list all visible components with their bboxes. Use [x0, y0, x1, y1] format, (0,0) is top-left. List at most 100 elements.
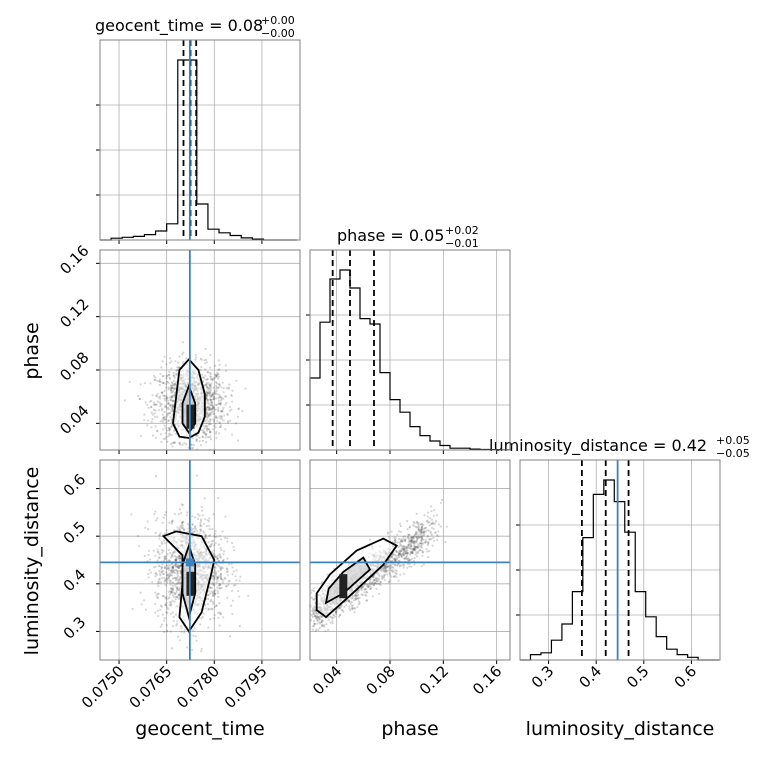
sample-point [209, 418, 212, 421]
sample-point [399, 549, 403, 553]
sample-point [412, 559, 415, 563]
sample-point [219, 403, 222, 406]
sample-point [176, 565, 179, 568]
sample-point [171, 408, 174, 411]
sample-point [177, 566, 180, 570]
sample-point [165, 429, 168, 432]
title-phase-minus: −0.01 [445, 237, 479, 250]
sample-point [219, 426, 222, 429]
sample-point [383, 573, 387, 577]
sample-point [213, 577, 216, 580]
sample-point [351, 607, 354, 610]
sample-point [205, 524, 209, 528]
sample-point [311, 607, 314, 610]
sample-point [200, 365, 203, 368]
sample-point [402, 572, 406, 575]
sample-point [316, 618, 319, 622]
sample-point [163, 395, 166, 398]
sample-point [181, 443, 184, 446]
sample-point [171, 594, 174, 597]
sample-point [314, 629, 317, 633]
sample-point [217, 543, 220, 546]
sample-point [218, 383, 221, 386]
sample-point [169, 579, 172, 582]
sample-point [349, 602, 352, 605]
sample-point [166, 407, 169, 410]
sample-point [170, 603, 173, 606]
sample-point [166, 413, 169, 416]
sample-point [222, 579, 225, 582]
sample-point [209, 399, 213, 402]
sample-point [176, 366, 179, 369]
sample-point [175, 369, 178, 372]
sample-point [216, 420, 219, 423]
sample-point [218, 565, 221, 568]
sample-point [395, 549, 398, 553]
sample-point [198, 440, 201, 443]
sample-point [215, 389, 218, 393]
sample-point [173, 387, 177, 390]
sample-point [355, 594, 358, 597]
sample-point [400, 549, 403, 552]
sample-point [432, 527, 435, 531]
sample-point [403, 546, 406, 549]
sample-point [226, 421, 229, 424]
sample-point [313, 622, 316, 625]
sample-point [222, 406, 225, 409]
sample-point [214, 555, 217, 558]
sample-point [224, 395, 227, 398]
sample-point [191, 523, 194, 526]
xlabel-luminosity-distance: luminosity_distance [526, 718, 715, 740]
sample-point [175, 578, 178, 581]
sample-point [204, 535, 207, 539]
sample-point [431, 522, 434, 525]
sample-point [324, 630, 327, 633]
sample-point [399, 552, 402, 555]
sample-point [157, 551, 160, 554]
sample-point [150, 420, 153, 423]
sample-point [205, 391, 208, 394]
sample-point [214, 384, 218, 387]
sample-point [170, 389, 173, 392]
sample-point [167, 548, 170, 552]
sample-point [161, 407, 164, 410]
sample-point [218, 396, 221, 399]
ylabel-phase: phase [21, 322, 43, 379]
sample-point [209, 375, 212, 378]
sample-point [409, 540, 412, 543]
sample-point [207, 589, 210, 593]
sample-point [402, 547, 405, 550]
sample-point [345, 600, 348, 603]
sample-point [195, 438, 198, 441]
sample-point [395, 555, 398, 558]
sample-point [394, 559, 398, 563]
sample-point [178, 557, 181, 560]
sample-point [205, 396, 208, 399]
sample-point [207, 391, 210, 394]
sample-point [212, 582, 215, 585]
sample-point [369, 578, 372, 581]
sample-point [200, 525, 203, 528]
sample-point [381, 576, 384, 579]
sample-point [219, 401, 222, 404]
sample-point [157, 550, 160, 553]
sample-point [320, 619, 324, 623]
sample-point [381, 570, 384, 573]
sample-point [212, 398, 216, 401]
sample-point [399, 552, 402, 555]
sample-point [413, 546, 416, 549]
sample-point [423, 531, 426, 534]
sample-point [167, 590, 170, 593]
sample-point [313, 622, 317, 625]
sample-point [159, 395, 162, 398]
sample-point [217, 368, 220, 371]
sample-point [215, 436, 218, 439]
sample-point [194, 356, 198, 359]
sample-point [200, 373, 203, 376]
sample-point [170, 386, 173, 389]
sample-point [175, 591, 178, 594]
sample-point [423, 514, 426, 517]
sample-point [405, 557, 409, 560]
sample-point [387, 559, 390, 562]
sample-point [205, 361, 209, 364]
